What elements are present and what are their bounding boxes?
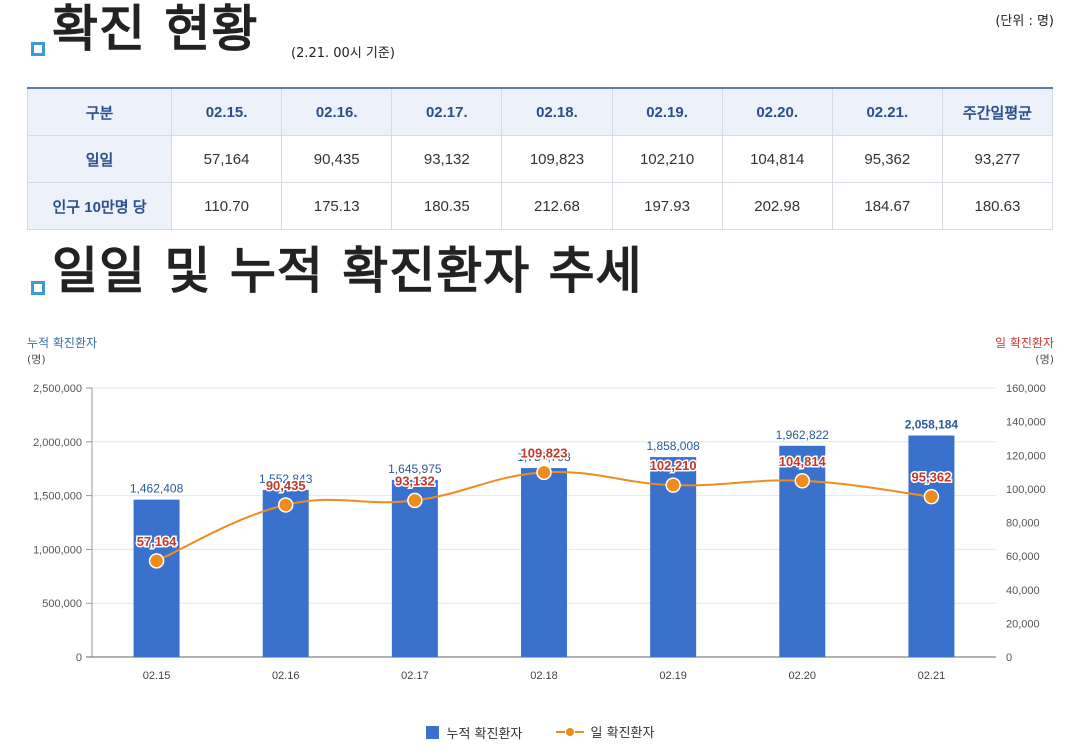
table-header-cell: 02.20. — [721, 87, 833, 136]
bar-cumulative — [521, 468, 567, 657]
line-point-daily — [794, 473, 811, 489]
table-header-cell: 02.19. — [611, 87, 723, 136]
table-cell: 202.98 — [721, 182, 833, 230]
x-axis-tick-label: 02.20 — [789, 670, 817, 682]
x-axis-tick-label: 02.19 — [659, 670, 687, 682]
left-axis-tick-label: 2,500,000 — [33, 383, 82, 395]
right-axis-tick-label: 120,000 — [1006, 450, 1046, 462]
right-axis-tick-label: 80,000 — [1006, 518, 1040, 530]
legend-label: 일 확진환자 — [590, 726, 655, 741]
table-header-cell: 02.16. — [281, 87, 393, 136]
left-axis-tick-label: 1,000,000 — [33, 544, 82, 556]
right-axis-unit: (명) — [1035, 353, 1054, 366]
left-axis-tick-label: 2,000,000 — [33, 437, 82, 449]
line-point-daily — [277, 497, 294, 513]
table-header-cell: 02.18. — [501, 87, 613, 136]
table-header-cell: 02.17. — [391, 87, 503, 136]
right-axis-tick-label: 160,000 — [1006, 383, 1046, 395]
line-data-label: 93,132 — [395, 473, 435, 488]
status-title: 확진 현황 — [52, 0, 259, 58]
bar-cumulative — [391, 479, 438, 657]
bar-data-label: 1,962,822 — [776, 428, 830, 442]
line-point-daily — [665, 477, 681, 493]
bar-data-label: 1,552,843 — [259, 472, 313, 486]
bar-data-label: 1,755,798 — [517, 450, 571, 464]
section-marker-icon — [31, 281, 45, 295]
line-point-daily — [923, 488, 940, 505]
right-axis-title: 일 확진환자 — [994, 336, 1054, 350]
bar-data-label: 1,645,975 — [388, 462, 442, 476]
line-point-daily — [148, 553, 165, 569]
unit-label: (단위 : 명) — [995, 14, 1054, 29]
table-cell: 57,164 — [170, 135, 283, 183]
line-daily — [156, 470, 932, 562]
section-marker-icon — [31, 42, 45, 56]
table-header-row: 구분 02.15. 02.16. 02.17. 02.18. 02.19. 02… — [27, 87, 1054, 136]
line-data-label: 95,362 — [912, 470, 952, 485]
table-cell: 93,277 — [941, 135, 1054, 183]
bar-cumulative — [262, 489, 309, 657]
table-cell: 93,132 — [391, 135, 503, 183]
table-row: 인구 10만명 당 110.70 175.13 180.35 212.68 19… — [27, 182, 1054, 230]
x-axis-tick-label: 02.18 — [530, 670, 558, 682]
table-cell: 180.63 — [941, 182, 1054, 230]
table-cell: 104,814 — [721, 135, 833, 183]
right-axis-tick-label: 0 — [1006, 652, 1012, 664]
bar-cumulative — [908, 435, 955, 657]
left-axis-tick-label: 1,500,000 — [33, 491, 82, 503]
line-data-label: 109,823 — [521, 445, 568, 460]
table-cell: 180.35 — [391, 182, 503, 230]
line-point-daily — [536, 464, 552, 481]
x-axis-tick-label: 02.21 — [918, 670, 946, 682]
x-axis-tick-label: 02.15 — [143, 670, 171, 682]
line-data-label: 104,814 — [779, 454, 827, 469]
x-axis-tick-label: 02.17 — [401, 670, 429, 682]
table-row: 일일 57,164 90,435 93,132 109,823 102,210 … — [27, 135, 1054, 183]
legend-bar-icon — [425, 725, 439, 739]
legend-label: 누적 확진환자 — [446, 726, 523, 742]
left-axis-tick-label: 500,000 — [42, 598, 82, 610]
row-label: 인구 10만명 당 — [27, 182, 172, 230]
row-label: 일일 — [27, 135, 172, 183]
legend-item-daily: 일 확진환자 — [555, 722, 655, 741]
legend-line-icon — [555, 726, 584, 737]
table-header-cell: 구분 — [27, 87, 172, 136]
table-cell: 212.68 — [501, 182, 613, 230]
table-cell: 184.67 — [831, 182, 943, 230]
table-cell: 102,210 — [611, 135, 723, 183]
bar-data-label: 2,058,184 — [905, 418, 959, 432]
right-axis-tick-label: 20,000 — [1006, 618, 1040, 630]
table-cell: 175.13 — [281, 182, 393, 230]
left-axis-tick-label: 0 — [76, 652, 82, 664]
bar-cumulative — [779, 445, 826, 657]
table-cell: 110.70 — [170, 182, 283, 230]
status-table: 구분 02.15. 02.16. 02.17. 02.18. 02.19. 02… — [27, 87, 1054, 230]
chart-legend: 누적 확진환자 일 확진환자 — [0, 722, 1080, 743]
status-basis: (2.21. 00시 기준) — [291, 46, 395, 61]
left-axis-unit: (명) — [27, 353, 46, 366]
right-axis-tick-label: 140,000 — [1006, 417, 1046, 429]
bar-cumulative — [133, 499, 180, 657]
right-axis-tick-label: 60,000 — [1006, 551, 1040, 563]
bar-data-label: 1,462,408 — [130, 482, 184, 496]
table-cell: 197.93 — [611, 182, 723, 230]
line-data-label: 90,435 — [266, 478, 306, 493]
table-cell: 95,362 — [831, 135, 943, 183]
left-axis-title: 누적 확진환자 — [27, 336, 98, 350]
legend-item-cumulative: 누적 확진환자 — [425, 723, 523, 742]
table-header-cell: 02.15. — [170, 87, 283, 136]
table-header-cell: 주간일평균 — [941, 87, 1054, 136]
bar-cumulative — [650, 457, 697, 657]
trend-title: 일일 및 누적 확진환자 추세 — [52, 242, 643, 300]
bar-data-label: 1,858,008 — [646, 439, 700, 453]
right-axis-tick-label: 100,000 — [1006, 484, 1046, 496]
line-data-label: 57,164 — [137, 534, 178, 549]
line-point-daily — [407, 492, 423, 509]
table-cell: 90,435 — [281, 135, 393, 183]
line-data-label: 102,210 — [650, 458, 697, 473]
right-axis-tick-label: 40,000 — [1006, 585, 1040, 597]
x-axis-tick-label: 02.16 — [272, 670, 300, 682]
table-header-cell: 02.21. — [831, 87, 943, 136]
table-cell: 109,823 — [501, 135, 613, 183]
